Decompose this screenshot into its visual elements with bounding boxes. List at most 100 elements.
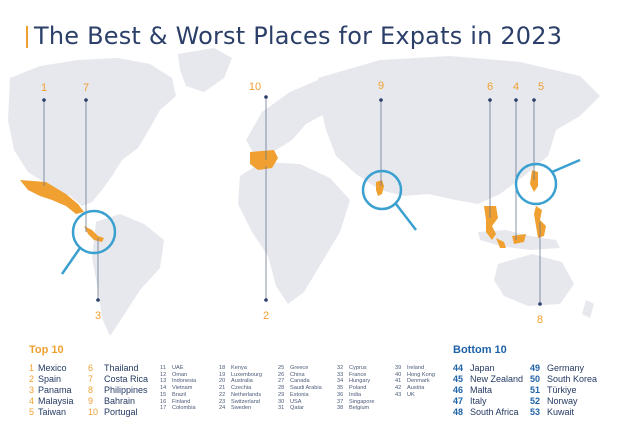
list-item: 16 Finland [160,398,191,405]
map-number-labels: 1 7 10 9 6 4 5 3 2 8 [41,80,544,326]
list-item: 5 Taiwan [29,407,67,417]
malaysia-shape [496,234,526,248]
list-item: 3 Panama [29,385,72,395]
taiwan-shape [530,170,538,192]
list-item: 52 Norway [530,396,578,406]
highlighted-countries [20,150,546,248]
list-item: 4 Malaysia [29,396,74,406]
list-item: 33 France [337,371,367,378]
list-item: 1 Mexico [29,363,67,373]
greenland-landmass [178,48,232,92]
new-zealand-landmass [582,300,594,318]
list-item: 9 Bahrain [88,396,136,406]
list-item: 25 Greece [278,365,309,371]
list-item: 50 South Korea [530,374,598,384]
map-label-3: 3 [95,310,101,322]
map-label-5: 5 [538,81,544,93]
list-item: 43 UK [395,391,415,398]
list-item: 19 Luxembourg [219,371,263,378]
north-america-landmass [8,58,176,206]
rank-list-32-38: 32 Cyprus 33 France 34 Hungary 35 Poland 36 I… [337,365,375,412]
list-item: 2 Spain [29,374,62,384]
list-item: 28 Saudi Arabia [278,385,322,392]
top10-list-col1: 1 Mexico 2 Spain 3 Panama 4 Malaysia 5 Taiwan [29,363,74,418]
thailand-shape [484,206,498,240]
rank-list-39-43: 39 Ireland 40 Hong Kong 41 Denmark 42 Austri… [395,365,435,399]
australia-landmass [494,254,574,306]
rank-list-11-17: 11 UAE 12 Oman 13 Indonesia 14 Vietnam 15 Bra… [160,365,196,412]
list-item: 42 Austria [395,385,425,392]
bahrain-shape [376,180,384,196]
costa-rica-panama-shape [84,226,104,242]
map-label-9: 9 [378,80,384,92]
list-item: 8 Philippines [88,385,148,395]
bottom10-list-col1: 44 Japan 45 New Zealand 46 Malta 47 Italy 48… [453,363,523,418]
page-title: The Best & Worst Places for Expats in 20… [34,22,563,50]
rank-list-25-31: 25 Greece 26 China 27 Canada 28 Saudi Arabia… [278,365,322,412]
map-label-10: 10 [249,81,261,93]
list-item: 13 Indonesia [160,378,197,385]
list-item: 40 Hong Kong [395,371,435,378]
list-item: 20 Australia [219,378,253,385]
africa-landmass [238,162,350,304]
list-item: 7 Costa Rica [88,374,149,384]
list-item: 26 China [278,371,305,378]
list-item: 18 Kenya [219,365,247,371]
asia-landmass [318,56,600,204]
list-item: 21 Czechia [219,385,252,392]
top10-list-col2: 6 Thailand 7 Costa Rica 8 Philippines 9 Bahr… [88,363,148,418]
list-item: 11 UAE [160,365,184,371]
spain-portugal-shape [250,150,278,170]
list-item: 53 Kuwait [530,407,575,417]
list-item: 41 Denmark [395,378,430,385]
magnifier-central-america [71,209,117,255]
list-item: 44 Japan [453,363,495,373]
list-item: 12 Oman [160,371,188,378]
list-item: 37 Singapore [337,398,375,405]
list-item: 49 Germany [530,363,585,373]
list-item: 46 Malta [453,385,493,395]
list-item: 47 Italy [453,396,487,406]
mexico-shape [20,180,84,214]
list-item: 6 Thailand [88,363,139,373]
bottom10-heading: Bottom 10 [453,344,507,356]
list-item: 38 Belgium [337,405,370,412]
magnifier-lenses [60,158,581,275]
magnifier-taiwan [514,162,558,206]
list-item: 29 Estonia [278,391,309,398]
list-item: 45 New Zealand [453,374,524,384]
map-label-7: 7 [83,82,89,94]
list-item: 51 Türkiye [530,385,577,395]
title-accent-bar [26,26,28,48]
list-item: 30 USA [278,398,302,405]
list-item: 24 Sweden [219,405,252,412]
list-item: 34 Hungary [337,378,371,385]
list-item: 10 Portugal [88,407,138,417]
list-item: 31 Qatar [278,405,304,412]
list-item: 39 Ireland [395,365,425,371]
pointer-dots [42,95,542,306]
map-label-6: 6 [487,81,493,93]
list-item: 35 Poland [337,385,367,392]
map-label-1: 1 [41,82,47,94]
list-item: 15 Brazil [160,391,186,398]
bottom10-list-col2: 49 Germany 50 South Korea 51 Türkiye 52 Norw… [530,363,597,418]
south-america-landmass [92,214,164,336]
map-label-4: 4 [513,81,519,93]
europe-landmass [246,80,336,154]
top10-heading: Top 10 [29,344,64,356]
continents [8,48,600,336]
magnifier-bahrain [361,169,403,211]
list-item: 27 Canada [278,378,310,385]
rank-list-18-24: 18 Kenya 19 Luxembourg 20 Australia 21 Czech… [219,365,262,412]
list-item: 14 Vietnam [160,385,193,392]
list-item: 23 Switzerland [219,398,260,405]
list-item: 48 South Africa [453,407,519,417]
list-item: 32 Cyprus [337,365,367,371]
map-label-8: 8 [537,314,543,326]
map-label-2: 2 [263,310,269,322]
list-item: 22 Netherlands [219,391,262,398]
list-item: 17 Colombia [160,405,196,412]
list-item: 36 India [337,391,362,398]
